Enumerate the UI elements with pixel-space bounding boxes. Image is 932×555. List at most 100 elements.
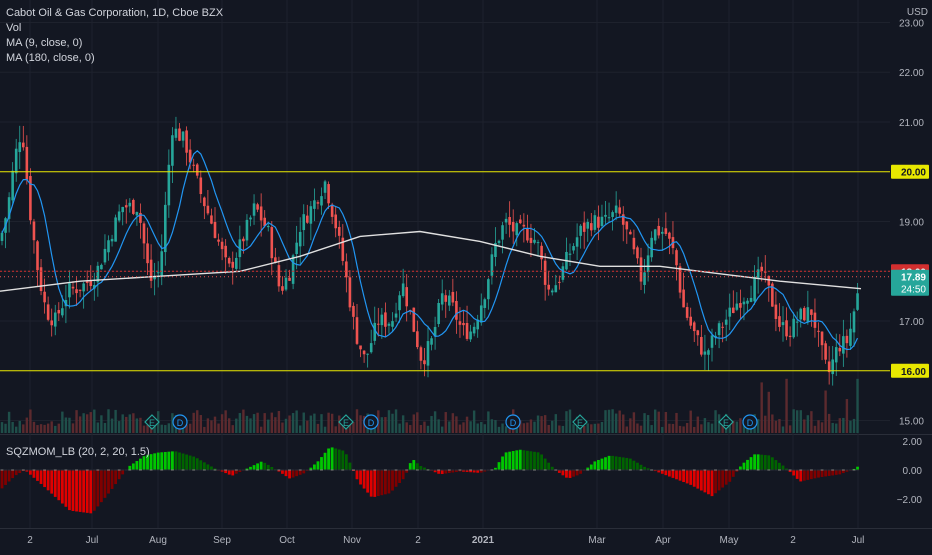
momentum-bar [142, 456, 146, 470]
candle-body [508, 217, 511, 225]
candle-body [18, 142, 22, 153]
volume-bar [352, 422, 355, 433]
momentum-bar [586, 467, 590, 470]
candle-body [795, 321, 799, 323]
volume-bar [827, 413, 831, 433]
momentum-bar [4, 470, 7, 485]
momentum-bar [46, 470, 50, 491]
volume-bar [771, 414, 774, 433]
volume-bar [281, 422, 284, 433]
candle-body [774, 304, 778, 319]
momentum-bar [419, 466, 423, 470]
volume-bar [61, 411, 64, 433]
ma-180-line [0, 230, 862, 292]
volume-bar [817, 420, 820, 433]
candle-body [231, 261, 235, 268]
event-label: D [177, 418, 184, 428]
momentum-bar [178, 452, 181, 470]
price-tick-label: 17.00 [899, 317, 924, 328]
momentum-bar [433, 470, 437, 473]
candle-body [810, 309, 813, 315]
study-ma-180[interactable]: MA (180, close, 0) [6, 52, 95, 64]
volume-bar [799, 410, 802, 433]
dividend-marker[interactable]: D [172, 414, 188, 430]
momentum-bar [210, 466, 213, 470]
momentum-bar [561, 470, 565, 476]
volume-bar [11, 421, 14, 433]
momentum-bar [504, 452, 508, 470]
momentum-bar [369, 470, 373, 497]
volume-bar [852, 418, 856, 433]
volume-bar [593, 423, 597, 433]
indicator-legend[interactable]: SQZMOM_LB (20, 2, 20, 1.5) [6, 446, 150, 458]
candle-body [838, 347, 842, 352]
momentum-bar [238, 470, 242, 473]
lower-level-tag-bg [891, 363, 929, 378]
volume-bar [543, 415, 547, 433]
volume-bar [714, 410, 717, 433]
horizontal-levels[interactable] [0, 171, 890, 372]
momentum-bar [284, 470, 288, 477]
earnings-marker[interactable]: E [572, 414, 588, 430]
volume-bar [398, 423, 401, 433]
candle-body [703, 351, 707, 355]
volume-bar [320, 414, 323, 433]
volume-bar [426, 425, 430, 433]
candle-body [32, 221, 36, 241]
candle-body [444, 295, 448, 302]
earnings-marker[interactable]: E [144, 414, 160, 430]
momentum-bar [7, 470, 11, 482]
event-label: E [343, 418, 349, 428]
study-vol[interactable]: Vol [6, 22, 22, 34]
candle-body [593, 215, 597, 230]
volume-bar [196, 410, 199, 433]
candle-body [625, 221, 629, 230]
volume-bar [519, 420, 522, 433]
volume-bar [220, 414, 224, 433]
candle-body [57, 310, 61, 314]
currency-label: USD [907, 7, 928, 18]
momentum-bar [455, 470, 458, 472]
candle-body [746, 300, 749, 304]
volume-bar [185, 424, 188, 433]
candle-body [316, 202, 320, 204]
volume-bar [394, 409, 398, 433]
volume-bar [710, 423, 714, 433]
momentum-bar [597, 459, 600, 470]
study-ma-9[interactable]: MA (9, close, 0) [6, 37, 83, 49]
dividend-marker[interactable]: D [742, 414, 758, 430]
candle-body [522, 224, 526, 227]
volume-bar [245, 415, 249, 433]
candle-body [313, 200, 316, 209]
candle-body [753, 276, 756, 302]
momentum-bar [323, 452, 327, 470]
momentum-bar [781, 465, 785, 470]
momentum-bar [160, 452, 164, 470]
volume-bar [355, 409, 359, 433]
volume-bar [675, 412, 678, 433]
earnings-marker[interactable]: E [718, 414, 734, 430]
earnings-marker[interactable]: E [338, 414, 354, 430]
dividend-marker[interactable]: D [363, 414, 379, 430]
candle-body [227, 257, 231, 264]
volume-bar [590, 424, 593, 433]
symbol-title[interactable]: Cabot Oil & Gas Corporation, 1D, Cboe BZ… [6, 7, 224, 19]
momentum-bar [348, 462, 352, 470]
candle-body [462, 322, 465, 326]
momentum-bar [135, 461, 139, 470]
dividend-marker[interactable]: D [505, 414, 521, 430]
volume-bar [100, 415, 103, 433]
candle-body [366, 353, 369, 355]
candle-body [213, 221, 217, 238]
volume-bar [764, 415, 767, 433]
dividend-icon [742, 414, 758, 430]
candle-body [696, 330, 700, 336]
momentum-bar [220, 470, 224, 472]
candle-body [188, 149, 192, 163]
candle-body [235, 257, 238, 269]
volume-bar [125, 416, 128, 433]
momentum-bar [149, 454, 153, 470]
candle-body [291, 255, 295, 284]
